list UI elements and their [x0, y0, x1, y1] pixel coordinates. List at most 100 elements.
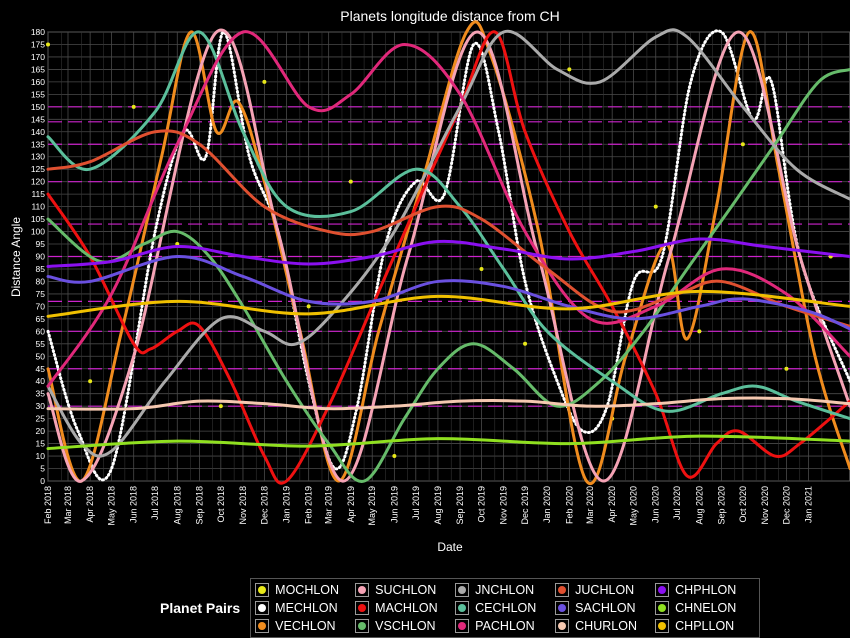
y-tick-label: 40 — [36, 376, 46, 386]
x-tick-label: May 2020 — [629, 486, 639, 526]
x-tick-label: Apr 2018 — [85, 486, 95, 523]
y-tick-label: 10 — [36, 451, 46, 461]
y-tick-label: 35 — [36, 389, 46, 399]
x-tick-label: Apr 2019 — [346, 486, 356, 523]
x-tick-label: Jun 2019 — [389, 486, 399, 523]
legend-dot — [658, 586, 667, 594]
y-tick-label: 115 — [31, 189, 45, 199]
chart-title: Planets longitude distance from CH — [340, 8, 559, 24]
y-tick-label: 140 — [31, 127, 45, 137]
point-mochlon — [88, 379, 93, 384]
y-tick-label: 65 — [36, 314, 46, 324]
point-mochlon — [306, 304, 311, 309]
x-tick-label: Jul 2019 — [411, 486, 421, 520]
series-line-jnchlon — [46, 28, 850, 458]
x-tick-label: Jun 2018 — [129, 486, 139, 523]
legend-label: JNCHLON — [475, 583, 535, 597]
x-tick-label: Jul 2018 — [150, 486, 160, 520]
legend-dot — [558, 622, 567, 630]
y-tick-label: 105 — [31, 214, 45, 224]
legend-swatch — [255, 601, 270, 615]
x-tick-label: Jan 2019 — [282, 486, 292, 523]
y-tick-label: 170 — [31, 52, 45, 62]
x-tick-label: Nov 2019 — [499, 486, 509, 525]
point-mochlon — [262, 79, 267, 84]
legend-title: Planet Pairs — [160, 600, 241, 616]
x-tick-label: Apr 2020 — [607, 486, 617, 523]
y-tick-label: 90 — [36, 252, 46, 262]
legend-dot — [458, 622, 467, 630]
point-mochlon — [697, 329, 702, 334]
y-tick-label: 70 — [36, 301, 46, 311]
legend-item-mochlon: MOCHLON — [255, 581, 355, 599]
x-tick-label: Oct 2019 — [476, 486, 486, 523]
legend-label: SUCHLON — [375, 583, 437, 597]
y-tick-label: 100 — [31, 227, 45, 237]
y-ticks: 0 5 10 15 20 25 30 35 40 45 50 55 60 65 70 75 80 85 90 95 10… — [31, 27, 45, 486]
legend: Planet Pairs MOCHLON MECHLON VECHLON SUCHLO… — [160, 578, 761, 638]
point-mochlon — [784, 366, 789, 371]
legend-swatch — [655, 583, 670, 597]
legend-swatch — [455, 619, 470, 633]
y-tick-label: 130 — [31, 152, 45, 162]
legend-dot — [258, 604, 267, 612]
legend-swatch — [555, 601, 570, 615]
series-line-sachlon — [46, 254, 850, 331]
legend-dot — [258, 622, 267, 630]
series-line-mechlon — [46, 29, 850, 482]
legend-swatch — [655, 619, 670, 633]
y-tick-label: 80 — [36, 276, 46, 286]
y-tick-label: 50 — [36, 351, 46, 361]
legend-label: CHPHLON — [675, 583, 737, 597]
y-tick-label: 30 — [36, 401, 46, 411]
x-tick-label: Sep 2020 — [716, 486, 726, 525]
y-tick-label: 165 — [31, 64, 45, 74]
x-tick-label: Aug 2019 — [433, 486, 443, 525]
series-line-vschlon — [46, 67, 850, 483]
x-tick-label: Mar 2018 — [63, 486, 73, 524]
legend-swatch — [455, 601, 470, 615]
y-axis-label: Distance Angle — [9, 217, 23, 297]
legend-label: CHPLLON — [675, 619, 735, 633]
legend-item-chphlon: CHPHLON — [655, 581, 755, 599]
legend-dot — [558, 604, 567, 612]
point-mochlon — [348, 179, 353, 184]
x-tick-label: Nov 2020 — [760, 486, 770, 525]
x-tick-label: Nov 2018 — [238, 486, 248, 525]
series-line-vechlon — [46, 20, 850, 486]
point-mochlon — [479, 266, 484, 271]
legend-swatch — [255, 583, 270, 597]
y-tick-label: 20 — [36, 426, 46, 436]
y-tick-label: 120 — [31, 177, 45, 187]
y-tick-label: 160 — [31, 77, 45, 87]
legend-item-churlon: CHURLON — [555, 617, 655, 635]
legend-entries: MOCHLON MECHLON VECHLON SUCHLON MACHLON VSCHL… — [250, 578, 761, 638]
legend-swatch — [255, 619, 270, 633]
legend-swatch — [355, 619, 370, 633]
x-tick-label: Dec 2019 — [520, 486, 530, 525]
y-tick-label: 5 — [40, 464, 45, 474]
x-tick-label: Feb 2019 — [304, 486, 314, 524]
series-line-machlon — [46, 30, 850, 485]
legend-dot — [658, 604, 667, 612]
y-tick-label: 0 — [40, 476, 45, 486]
y-tick-label: 45 — [36, 364, 46, 374]
x-tick-label: Jan 2020 — [542, 486, 552, 523]
legend-dot — [558, 586, 567, 594]
x-axis-label: Date — [437, 540, 463, 554]
legend-item-vschlon: VSCHLON — [355, 617, 455, 635]
legend-swatch — [355, 601, 370, 615]
y-tick-label: 150 — [31, 102, 45, 112]
y-tick-label: 155 — [31, 89, 45, 99]
point-mochlon — [131, 104, 136, 109]
legend-item-jnchlon: JNCHLON — [455, 581, 555, 599]
legend-dot — [358, 586, 367, 594]
legend-swatch — [555, 583, 570, 597]
legend-item-machlon: MACHLON — [355, 599, 455, 617]
legend-item-suchlon: SUCHLON — [355, 581, 455, 599]
legend-label: CHURLON — [575, 619, 637, 633]
x-tick-label: Mar 2019 — [324, 486, 334, 524]
point-mochlon — [523, 341, 528, 346]
series-line-pachlon — [46, 30, 850, 388]
